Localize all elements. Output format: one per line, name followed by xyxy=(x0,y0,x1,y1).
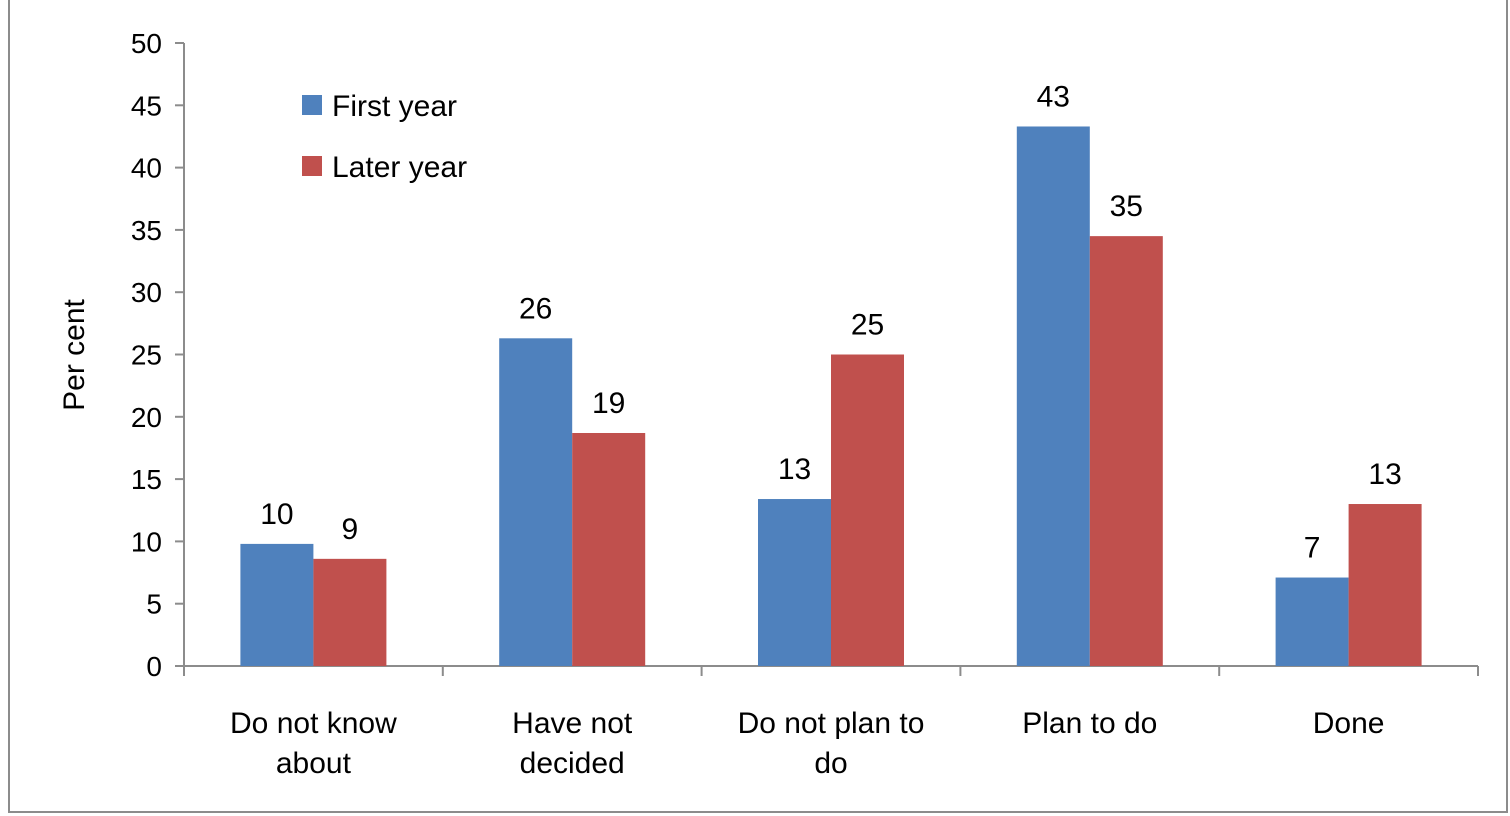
data-label: 35 xyxy=(1110,190,1143,223)
y-tick-label: 25 xyxy=(131,340,162,371)
y-tick-label: 5 xyxy=(146,589,162,620)
chart-frame xyxy=(8,0,1508,813)
legend-label: First year xyxy=(332,90,457,123)
data-label: 43 xyxy=(1037,80,1070,113)
y-tick-label: 30 xyxy=(131,277,162,308)
x-category-label: decided xyxy=(520,747,625,780)
data-label: 19 xyxy=(592,387,625,420)
y-tick-label: 50 xyxy=(131,28,162,59)
y-tick-label: 10 xyxy=(131,526,162,557)
bar-first-year xyxy=(1275,577,1349,666)
y-tick-label: 35 xyxy=(131,215,162,246)
y-tick-label: 20 xyxy=(131,402,162,433)
x-category-label: do xyxy=(814,747,847,780)
y-tick-label: 40 xyxy=(131,153,162,184)
bar-later-year xyxy=(572,432,646,666)
y-tick-label: 45 xyxy=(131,90,162,121)
bar-first-year xyxy=(499,338,573,666)
data-label: 9 xyxy=(342,513,359,546)
bar-first-year xyxy=(1016,126,1090,667)
data-label: 26 xyxy=(519,292,552,325)
bar-later-year xyxy=(1089,236,1163,666)
data-label: 25 xyxy=(851,309,884,342)
legend-swatch xyxy=(302,156,322,176)
x-category-label: Done xyxy=(1313,707,1385,740)
x-category-label: Have not xyxy=(512,707,633,740)
legend-swatch xyxy=(302,95,322,115)
x-category-label: Do not plan to xyxy=(738,707,925,740)
data-label: 13 xyxy=(1368,458,1401,491)
data-label: 10 xyxy=(260,498,293,531)
y-tick-label: 15 xyxy=(131,464,162,495)
x-category-label: Plan to do xyxy=(1022,707,1157,740)
y-axis-label: Per cent xyxy=(58,298,91,410)
bar-first-year xyxy=(758,499,831,666)
x-category-label: about xyxy=(276,747,352,780)
bar-later-year xyxy=(313,558,387,666)
bar-first-year xyxy=(240,543,314,666)
x-category-label: Do not know xyxy=(230,707,397,740)
y-tick-label: 0 xyxy=(146,651,162,682)
data-label: 7 xyxy=(1304,532,1321,565)
legend-label: Later year xyxy=(332,151,467,184)
bar-later-year xyxy=(831,354,904,666)
bar-later-year xyxy=(1348,504,1422,666)
data-label: 13 xyxy=(778,453,811,486)
